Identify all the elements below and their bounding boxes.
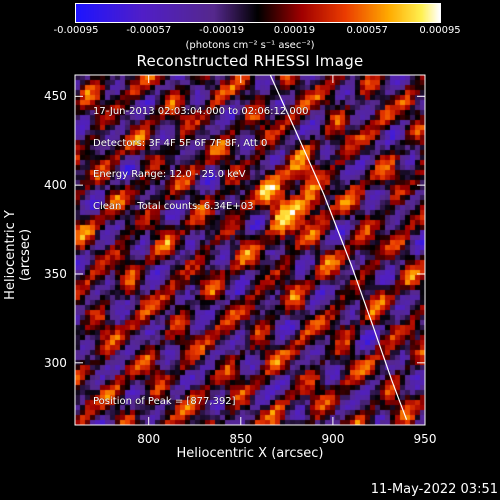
info-clean: Clean Total counts: 6.34E+03	[93, 200, 254, 212]
y-tick-label: 350	[44, 266, 67, 281]
x-tick-label: 900	[321, 432, 345, 446]
x-tick-label: 950	[413, 432, 437, 446]
info-peak: Position of Peak = [877,392]	[93, 396, 236, 407]
y-tick-label: 450	[44, 89, 67, 104]
timestamp: 11-May-2022 03:51	[370, 482, 498, 497]
colorbar-tick-label: 0.00057	[346, 25, 388, 36]
plot-area: 17-Jun-2013 02:03:04.000 to 02:06:12.000…	[74, 74, 426, 426]
plot-title: Reconstructed RHESSI Image	[136, 52, 364, 70]
plot-frame	[74, 74, 426, 426]
colorbar-tick-label: 0.00019	[273, 25, 316, 36]
y-axis-label: Heliocentric Y (arcsec)	[3, 210, 33, 300]
colorbar-tick-label: -0.00019	[199, 25, 245, 36]
x-tick-label: 850	[229, 432, 253, 446]
axes-overlay	[74, 74, 426, 426]
colorbar-units: (photons cm⁻² s⁻¹ asec⁻²)	[185, 40, 315, 51]
colorbar	[75, 3, 441, 23]
colorbar-tick-label: 0.00095	[419, 25, 461, 36]
y-tick-label: 300	[44, 355, 67, 370]
info-detectors: Detectors: 3F 4F 5F 6F 7F 8F, Att 0	[93, 137, 268, 149]
info-time: 17-Jun-2013 02:03:04.000 to 02:06:12.000	[93, 106, 309, 117]
solar-limb-line	[269, 74, 408, 420]
x-tick-label: 800	[137, 432, 161, 446]
colorbar-tick-label: -0.00095	[53, 25, 99, 36]
y-tick-label: 400	[44, 178, 67, 193]
colorbar-gradient	[76, 4, 440, 22]
info-energy: Energy Range: 12.0 - 25.0 keV	[93, 169, 246, 180]
colorbar-tick-label: -0.00057	[126, 25, 172, 36]
heatmap-image	[75, 75, 425, 425]
x-axis-label: Heliocentric X (arcsec)	[176, 446, 324, 461]
